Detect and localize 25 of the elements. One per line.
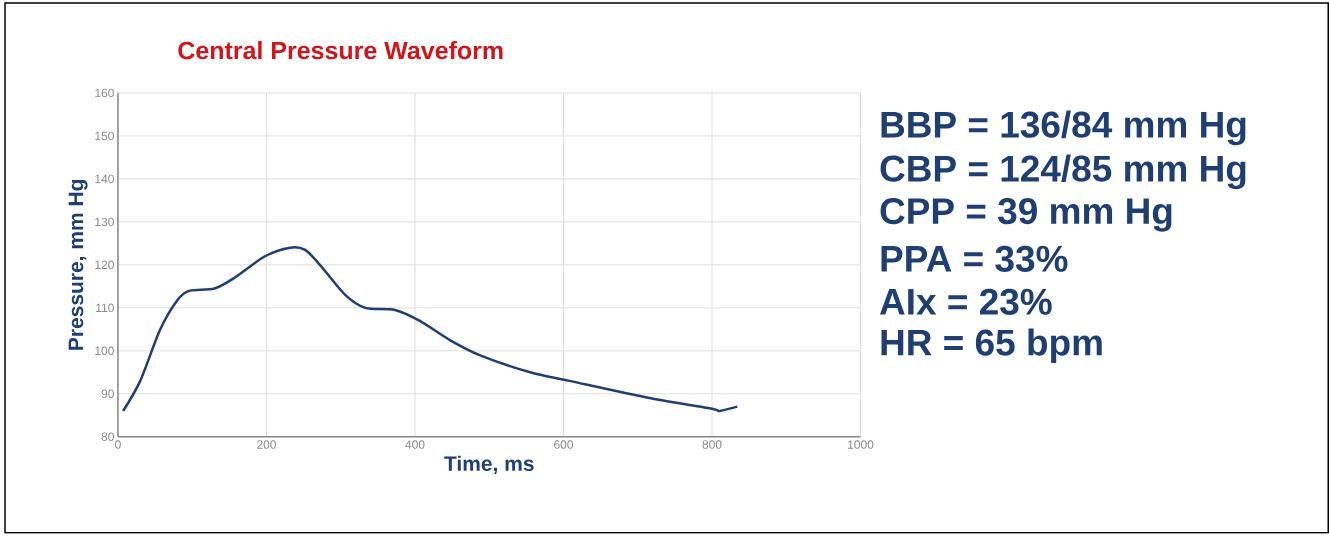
- x-tick-label: 0: [115, 440, 121, 449]
- x-tick-label: 600: [554, 440, 574, 449]
- y-tick-label: 160: [95, 88, 114, 98]
- chart-title: Central Pressure Waveform: [178, 41, 503, 60]
- y-axis-title: Pressure, mm Hg: [68, 180, 88, 350]
- x-tick-label: 1000: [848, 440, 874, 449]
- line-series: [121, 246, 739, 413]
- x-tick-label: 200: [257, 440, 276, 449]
- text: BBP = 136/84 mm Hg: [881, 110, 1246, 146]
- x-axis-title: Time, ms: [444, 455, 534, 475]
- text: PPA = 33%: [881, 245, 1068, 273]
- text: CBP = 124/85 mm Hg: [880, 154, 1246, 190]
- y-tick-label: 90: [101, 389, 114, 399]
- y-tick-label: 110: [96, 303, 114, 313]
- y-tick-label: 80: [101, 432, 114, 442]
- x-tick-label: 800: [702, 440, 722, 449]
- x-tick-label: 400: [405, 440, 425, 449]
- text: CPP = 39 mm Hg: [880, 198, 1172, 232]
- text: HR = 65 bpm: [881, 328, 1102, 364]
- y-tick-label: 130: [95, 217, 114, 227]
- y-tick-label: 100: [95, 346, 114, 356]
- y-tick-label: 120: [95, 260, 114, 270]
- y-tick-label: 140: [95, 174, 114, 184]
- text: AIx = 23%: [879, 288, 1052, 316]
- y-tick-label: 150: [95, 131, 114, 141]
